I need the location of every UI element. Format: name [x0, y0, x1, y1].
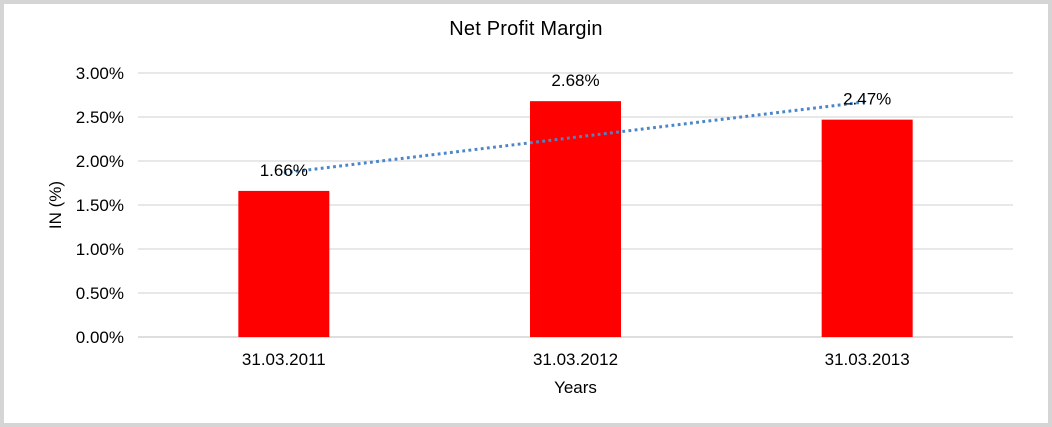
y-tick-label: 1.00%: [76, 240, 124, 259]
x-tick-label: 31.03.2011: [242, 350, 326, 369]
x-tick-label: 31.03.2012: [533, 350, 618, 369]
x-axis-title: Years: [554, 378, 597, 397]
y-tick-label: 2.50%: [76, 108, 124, 127]
data-label: 2.47%: [843, 90, 891, 109]
bar-31.03.2013: [821, 119, 913, 337]
y-tick-label: 3.00%: [76, 64, 124, 83]
data-label: 1.66%: [260, 161, 308, 180]
y-tick-label: 0.50%: [76, 284, 124, 303]
bar-31.03.2012: [530, 101, 621, 337]
trendline: [283, 100, 868, 175]
chart-title: Net Profit Margin: [449, 18, 603, 40]
plot-area: 1.66% 2.68% 2.47% 0.00% 0.50% 1.00% 1.50% 2.00%…: [76, 64, 1013, 369]
data-label: 2.68%: [551, 71, 599, 90]
x-tick-label: 31.03.2013: [825, 350, 910, 369]
bar-31.03.2011: [238, 190, 330, 337]
y-tick-label: 2.00%: [76, 152, 124, 171]
y-tick-label: 1.50%: [76, 196, 124, 215]
y-tick-label: 0.00%: [76, 328, 124, 347]
